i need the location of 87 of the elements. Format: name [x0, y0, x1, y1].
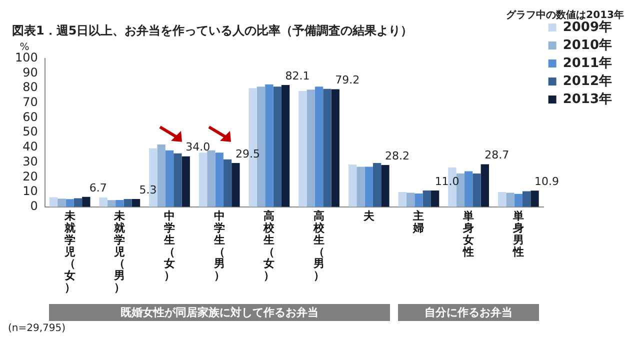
bar: [430, 190, 440, 207]
data-label: 29.5: [235, 147, 260, 160]
text: (n=29,795): [8, 323, 66, 334]
x-tick-label: 主婦: [412, 210, 424, 235]
bar: [323, 88, 332, 207]
data-label: 5.3: [139, 183, 157, 196]
data-label: 34.0: [186, 140, 210, 154]
data-label: 6.7: [89, 181, 107, 194]
bar: [306, 90, 315, 207]
text: グラフ中の数値は2013年: [506, 8, 624, 21]
data-label: 82.1: [285, 69, 310, 82]
bar: [232, 163, 240, 207]
y-tick-label: 50: [22, 124, 38, 139]
bar: [506, 192, 514, 207]
bar: [273, 86, 282, 207]
y-tick-label: 30: [22, 154, 38, 168]
x-tick-label: 単身男性: [512, 210, 524, 258]
bar: [422, 190, 431, 207]
data-label: 10.9: [534, 175, 559, 188]
bar: [398, 192, 406, 207]
text: 自分に作るお弁当: [398, 304, 540, 321]
bar: [66, 199, 74, 207]
y-tick-label: 20: [22, 169, 38, 184]
bar: [182, 156, 190, 207]
legend-label: 2011年: [562, 56, 612, 71]
x-tick-label: 中学生（男）: [212, 210, 225, 282]
bar: [498, 192, 506, 207]
bar: [480, 164, 489, 207]
bar: [464, 171, 473, 207]
y-tick-label: 80: [22, 80, 38, 94]
bar: [165, 150, 174, 207]
bar: [356, 166, 365, 207]
bar: [472, 173, 481, 207]
bar: [530, 190, 539, 207]
bar: [348, 164, 357, 207]
y-tick-label: 100: [15, 50, 38, 65]
data-label: 11.0: [434, 174, 460, 188]
data-label: 28.7: [484, 148, 510, 162]
x-tick-label: 高校生（男）: [312, 210, 326, 282]
y-axis-title: %: [20, 42, 30, 53]
bar: [281, 84, 290, 207]
bar: [198, 152, 208, 207]
bar: [331, 89, 340, 207]
bar: [522, 191, 531, 207]
legend-label: 2012年: [562, 74, 612, 89]
bar: [298, 91, 307, 207]
x-tick-label: 高校生（女）: [262, 210, 276, 282]
bar: [223, 159, 232, 207]
bar: [99, 197, 108, 207]
bar: [406, 192, 415, 207]
bar: [157, 144, 166, 207]
bar: [414, 193, 423, 207]
y-tick-label: 0: [30, 198, 38, 213]
bar: [49, 197, 58, 207]
bar: [364, 166, 373, 207]
data-label: 79.2: [335, 74, 360, 87]
x-tick-label: 中学生（女）: [163, 210, 176, 282]
bar: [74, 198, 82, 207]
y-tick-label: 90: [22, 65, 38, 80]
bar: [58, 198, 66, 207]
bar: [381, 164, 390, 207]
bar: [514, 194, 522, 207]
bar: [132, 198, 140, 207]
legend-label: 2009年: [562, 20, 612, 35]
bar: [372, 163, 382, 207]
legend-label: 2010年: [562, 38, 612, 53]
bar: [116, 200, 124, 207]
bar: [207, 150, 216, 207]
text: 既婚女性が同居家族に対して作るお弁当: [48, 304, 390, 321]
x-tick-label: 未就学児（女）: [63, 210, 76, 294]
legend-label: 2013年: [562, 92, 612, 107]
bar: [82, 196, 90, 207]
y-tick-label: 60: [22, 110, 38, 124]
x-tick-label: 単身女性: [462, 210, 474, 258]
y-tick-label: 70: [22, 95, 38, 110]
data-label: 28.2: [384, 149, 410, 162]
bar: [215, 152, 224, 207]
x-tick-label: 夫: [362, 210, 376, 223]
bar: [174, 153, 182, 207]
bar: [124, 198, 132, 207]
chart-title: 図表1．週5日以上、お弁当を作っている人の比率（予備調査の結果より）: [12, 23, 413, 38]
bar: [265, 84, 274, 207]
y-tick-label: 10: [22, 184, 38, 198]
y-tick-label: 40: [22, 140, 38, 154]
bar: [107, 200, 116, 207]
bar: [314, 86, 324, 207]
x-tick-label: 未就学児（男）: [113, 210, 126, 294]
